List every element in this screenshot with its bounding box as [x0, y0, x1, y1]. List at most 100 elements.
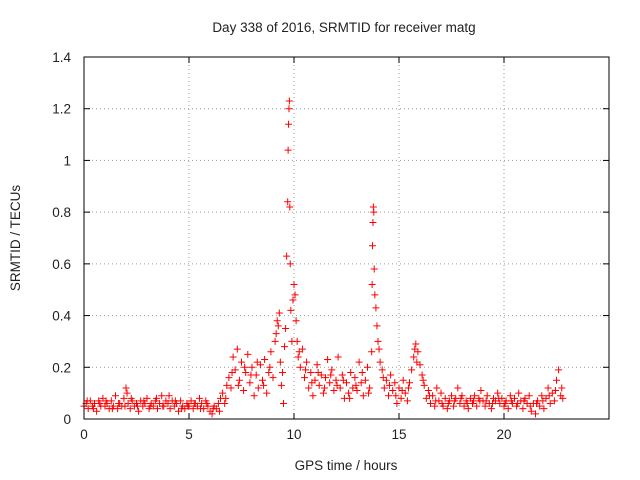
data-point [274, 322, 282, 330]
data-point [319, 389, 327, 397]
data-point [285, 120, 293, 128]
data-point [146, 402, 154, 410]
data-point [301, 374, 308, 382]
data-point [392, 392, 400, 400]
data-point [538, 392, 546, 400]
data-point [267, 348, 275, 356]
data-point [308, 379, 316, 387]
data-point [404, 384, 412, 392]
data-point [476, 397, 484, 405]
data-point [315, 381, 323, 389]
data-point [483, 392, 491, 400]
x-tick-label: 0 [80, 427, 88, 442]
data-point [272, 330, 280, 338]
data-point [295, 348, 303, 356]
y-tick-label: 0.2 [52, 360, 71, 375]
y-tick-label: 0.4 [52, 309, 71, 324]
data-point [532, 410, 539, 418]
data-point [370, 208, 378, 216]
data-point [322, 374, 329, 382]
data-point [266, 363, 274, 371]
plot-frame [83, 56, 610, 420]
data-point [351, 374, 359, 382]
data-point [290, 281, 298, 289]
data-point [102, 397, 110, 405]
data-point [234, 381, 242, 389]
data-point [487, 405, 495, 413]
data-point [464, 405, 472, 413]
data-point [275, 309, 283, 317]
data-point [314, 368, 322, 376]
data-point [326, 379, 334, 387]
data-point [278, 368, 286, 376]
data-point [164, 399, 172, 407]
data-point [307, 368, 315, 376]
data-point [289, 296, 297, 304]
data-point [398, 387, 406, 395]
data-point [375, 345, 383, 353]
chart-title: Day 338 of 2016, SRMTID for receiver mat… [212, 20, 475, 35]
data-point [127, 394, 135, 402]
data-point [558, 384, 566, 392]
data-point [372, 304, 380, 312]
data-point [393, 399, 401, 407]
axis-ticks: 0 5 10 15 20 0 0.2 0.4 0.6 0.8 1 1.2 1.4 [52, 50, 609, 442]
data-point [451, 397, 459, 405]
data-point [432, 397, 440, 405]
data-point [320, 384, 328, 392]
y-axis-label: SRMTID / TECUs [8, 185, 23, 292]
data-point [411, 345, 419, 353]
data-point [178, 405, 186, 413]
data-point [408, 366, 416, 374]
data-point [324, 356, 332, 364]
data-point [303, 358, 311, 366]
data-point [140, 397, 148, 405]
data-point [424, 387, 432, 395]
data-point [285, 97, 293, 105]
x-tick-label: 20 [496, 427, 511, 442]
data-point [235, 376, 243, 384]
data-point [214, 399, 222, 407]
y-tick-label: 1.2 [52, 102, 71, 117]
data-point [346, 394, 354, 402]
data-point [285, 105, 293, 113]
data-point [240, 387, 248, 395]
data-point [222, 394, 230, 402]
data-point [368, 281, 376, 289]
data-point [441, 394, 449, 402]
data-point [495, 394, 503, 402]
data-point [215, 407, 223, 415]
data-point [403, 397, 411, 405]
data-point [544, 384, 552, 392]
data-point [219, 389, 227, 397]
data-point [135, 407, 143, 415]
data-point [284, 146, 292, 154]
data-point [286, 203, 294, 211]
data-point [386, 381, 394, 389]
data-point [250, 392, 258, 400]
data-point [443, 405, 451, 413]
data-point [242, 368, 250, 376]
data-point [352, 381, 360, 389]
data-point [121, 402, 129, 410]
data-point [371, 291, 379, 299]
data-point [555, 366, 563, 374]
data-point [261, 356, 269, 364]
data-point [254, 384, 262, 392]
data-point [287, 306, 295, 314]
data-point [389, 387, 397, 395]
data-point [233, 345, 241, 353]
data-point [238, 358, 245, 366]
data-point [438, 399, 446, 407]
data-point [284, 198, 292, 206]
data-point [345, 389, 353, 397]
data-point [327, 371, 335, 379]
data-point [89, 405, 97, 413]
data-point [431, 402, 439, 410]
data-point [126, 405, 134, 413]
data-point [171, 397, 179, 405]
data-point [292, 317, 300, 325]
grid-lines [84, 57, 609, 419]
data-point [391, 379, 399, 387]
